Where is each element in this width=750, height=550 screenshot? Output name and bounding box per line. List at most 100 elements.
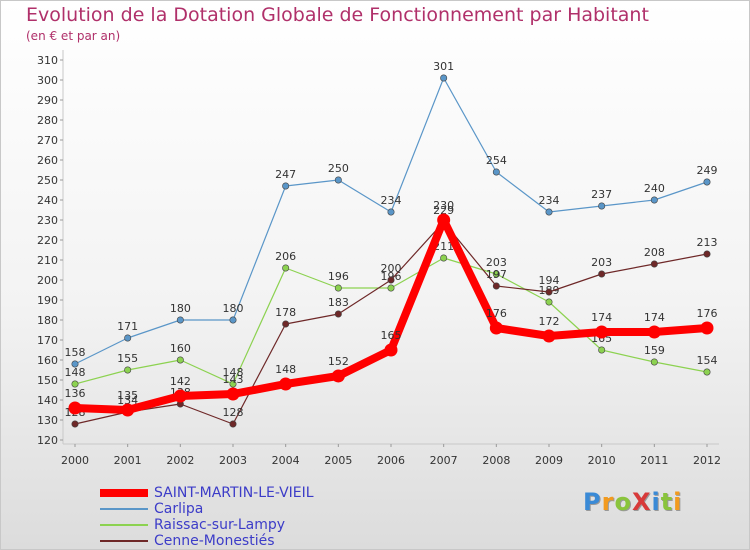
y-tick-label: 150 <box>37 374 58 387</box>
x-tick-label: 2010 <box>588 454 616 467</box>
y-tick-label: 130 <box>37 414 58 427</box>
logo-letter: i <box>651 488 661 516</box>
data-label: 250 <box>328 162 349 175</box>
y-tick-label: 290 <box>37 94 58 107</box>
data-label: 247 <box>275 168 296 181</box>
data-label: 206 <box>275 250 296 263</box>
data-label: 208 <box>644 246 665 259</box>
data-point <box>545 208 553 216</box>
logo-letter: t <box>660 488 674 516</box>
data-label: 155 <box>117 352 138 365</box>
data-label: 135 <box>117 389 138 402</box>
data-point <box>279 377 293 391</box>
x-tick-label: 2000 <box>61 454 89 467</box>
legend-swatch <box>100 489 148 497</box>
data-point <box>703 178 711 186</box>
data-point <box>176 356 184 364</box>
data-label: 301 <box>433 60 454 73</box>
x-tick-label: 2011 <box>640 454 668 467</box>
data-point <box>229 316 237 324</box>
data-point <box>334 310 342 318</box>
x-tick-label: 2004 <box>272 454 300 467</box>
data-label: 159 <box>644 344 665 357</box>
data-label: 142 <box>170 375 191 388</box>
data-point <box>71 360 79 368</box>
data-point <box>595 325 609 339</box>
y-tick-label: 120 <box>37 434 58 447</box>
x-tick-label: 2003 <box>219 454 247 467</box>
x-tick-label: 2001 <box>114 454 142 467</box>
data-point <box>387 208 395 216</box>
legend-label: Raissac-sur-Lampy <box>154 517 286 533</box>
legend-swatch <box>100 540 148 542</box>
y-tick-label: 210 <box>37 254 58 267</box>
series-carlipa: 158 171 180 180 247 250 234 301 254 234 237 240 249 <box>65 60 718 368</box>
data-label: 160 <box>170 342 191 355</box>
series-line <box>74 77 708 365</box>
data-point <box>282 320 290 328</box>
data-point <box>650 260 658 268</box>
logo-letter: P <box>583 488 602 516</box>
data-label: 180 <box>223 302 244 315</box>
data-label: 148 <box>275 363 296 376</box>
data-label: 134 <box>117 394 138 407</box>
y-tick-label: 170 <box>37 334 58 347</box>
y-tick-label: 160 <box>37 354 58 367</box>
data-label: 154 <box>697 354 718 367</box>
data-point <box>440 74 448 82</box>
logo-letter: o <box>614 488 632 516</box>
data-point <box>173 389 187 403</box>
data-label: 143 <box>223 373 244 386</box>
logo-letter: X <box>631 488 652 516</box>
data-label: 171 <box>117 320 138 333</box>
data-point <box>226 387 240 401</box>
data-label: 136 <box>65 387 86 400</box>
data-point <box>124 334 132 342</box>
y-tick-label: 300 <box>37 74 58 87</box>
y-tick-label: 230 <box>37 214 58 227</box>
data-label: 172 <box>539 315 560 328</box>
data-point <box>489 321 503 335</box>
data-label: 148 <box>223 366 244 379</box>
data-point <box>71 420 79 428</box>
data-label: 234 <box>381 194 402 207</box>
data-point <box>384 343 398 357</box>
data-label: 152 <box>328 355 349 368</box>
data-point <box>334 284 342 292</box>
data-point <box>387 276 395 284</box>
chart-title: Evolution de la Dotation Globale de Fonc… <box>26 4 649 26</box>
proxiti-logo: ProXiti <box>583 488 682 516</box>
data-label: 254 <box>486 154 507 167</box>
data-point <box>124 366 132 374</box>
y-tick-label: 140 <box>37 394 58 407</box>
data-label: 203 <box>486 256 507 269</box>
x-tick-label: 2008 <box>482 454 510 467</box>
data-label: 178 <box>275 306 296 319</box>
data-label: 128 <box>223 406 244 419</box>
data-label: 174 <box>591 311 612 324</box>
x-tick-label: 2012 <box>693 454 721 467</box>
data-point <box>121 403 135 417</box>
data-point <box>68 401 82 415</box>
data-label: 203 <box>591 256 612 269</box>
legend-label: Carlipa <box>154 501 204 517</box>
series-cenne-monesti-s: 128134138128178183200229197194203208213 <box>65 204 718 428</box>
data-label: 234 <box>539 194 560 207</box>
data-point <box>492 270 500 278</box>
data-label: 183 <box>328 296 349 309</box>
data-point <box>545 288 553 296</box>
data-point <box>598 270 606 278</box>
legend-label: Cenne-Monestiés <box>154 533 275 549</box>
data-point <box>334 176 342 184</box>
data-point <box>598 202 606 210</box>
data-label: 213 <box>697 236 718 249</box>
y-tick-label: 200 <box>37 274 58 287</box>
data-point <box>700 321 714 335</box>
data-point <box>650 196 658 204</box>
data-point <box>598 346 606 354</box>
x-tick-label: 2009 <box>535 454 563 467</box>
legend-swatch <box>100 508 148 510</box>
data-label: 148 <box>65 366 86 379</box>
